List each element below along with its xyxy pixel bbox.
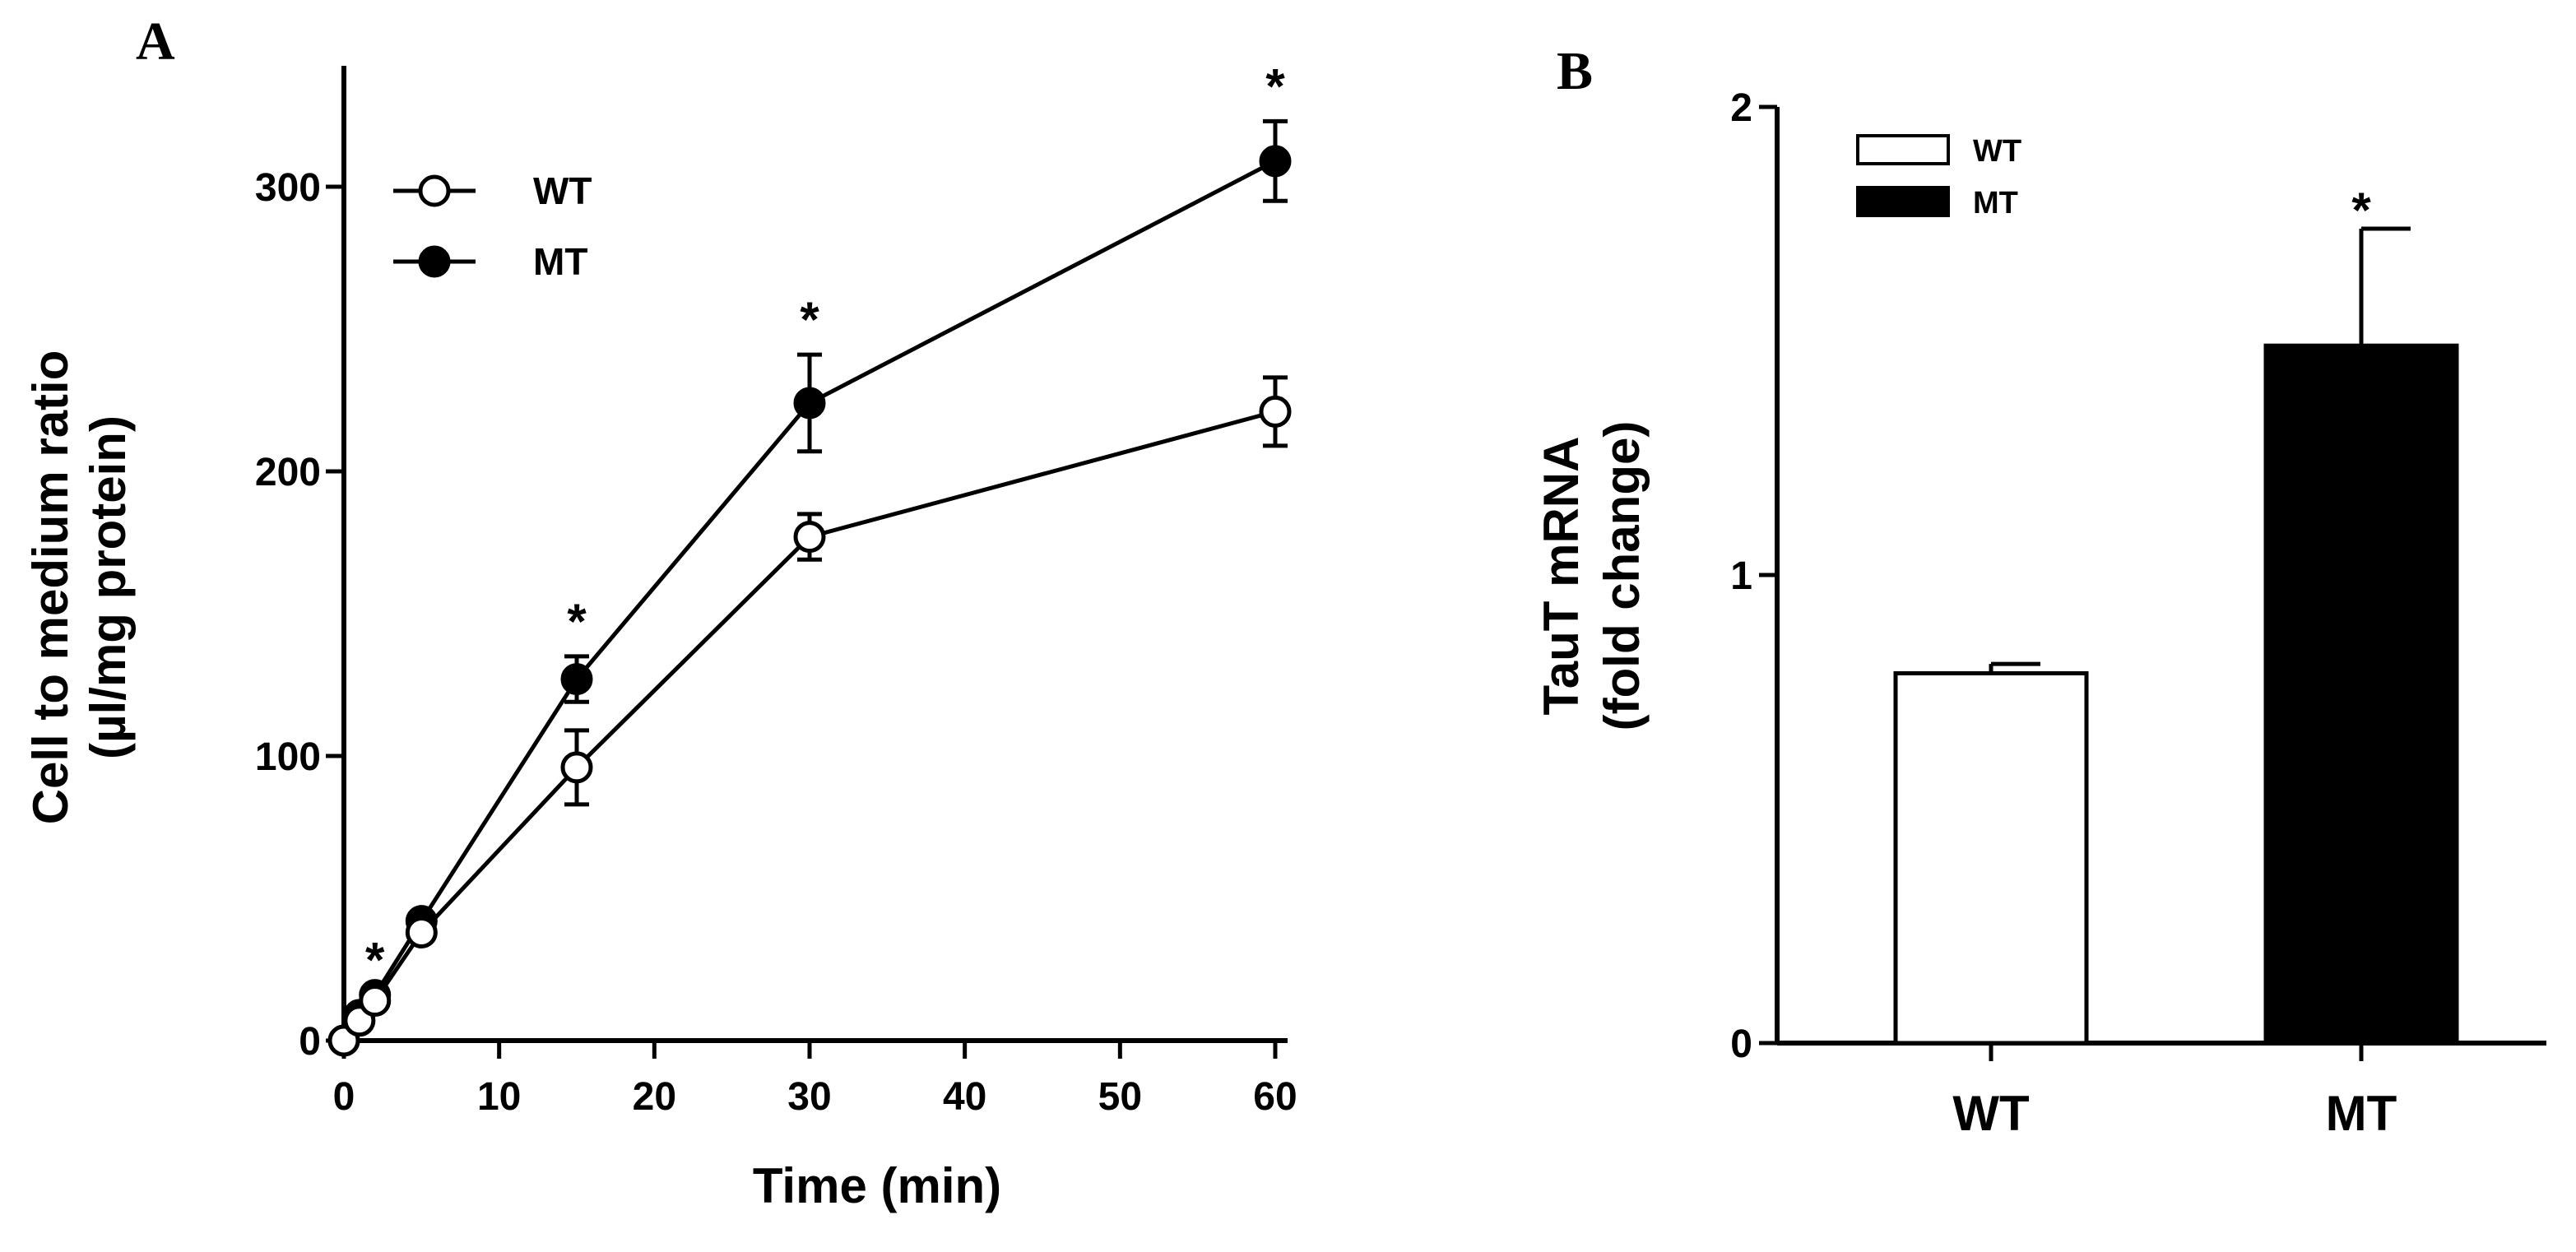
panel-a-y-title-line1: Cell to medium ratio xyxy=(23,350,78,825)
series-wt-point xyxy=(1259,395,1292,428)
panel-b-y-title-line1: TauT mRNA xyxy=(1534,437,1589,716)
y-tick-label: 200 xyxy=(255,451,321,494)
y-tick-label: 0 xyxy=(299,1020,321,1064)
y-tick-label: 1 xyxy=(1730,554,1752,598)
x-tick-label: 60 xyxy=(1253,1075,1297,1119)
series-mt-point xyxy=(793,387,826,420)
panel-a-y-title-line2: (µl/mg protein) xyxy=(81,415,136,759)
legend-mt-label: MT xyxy=(533,240,587,283)
series-wt-point xyxy=(405,916,438,949)
legend-wt-label: WT xyxy=(533,169,592,212)
significance-asterisk: * xyxy=(1265,58,1285,114)
significance-asterisk: * xyxy=(567,594,587,649)
x-tick-label: 40 xyxy=(943,1075,986,1119)
bar-wt xyxy=(1893,670,2089,1046)
legend-wt-swatch xyxy=(1856,134,1950,165)
panel-a-line-chart: A 0 100 200 300 0 10 20 30 40 50 60 Cell to mediu… xyxy=(23,12,1297,1213)
panel-a-x-title: Time (min) xyxy=(753,1158,1001,1213)
legend-wt-open-circle-marker xyxy=(418,174,451,207)
panel-a-significance-marks: * * * * xyxy=(365,58,1285,987)
panel-b-y-ticks: 0 1 2 xyxy=(1730,86,1777,1066)
series-mt-point xyxy=(1259,145,1292,178)
y-tick-label: 300 xyxy=(255,166,321,210)
legend-mt-label: MT xyxy=(1973,186,2018,220)
panel-b-label: B xyxy=(1557,41,1593,101)
significance-asterisk: * xyxy=(800,292,819,347)
panel-a-y-ticks: 0 100 200 300 xyxy=(255,166,344,1064)
x-tick-label: 30 xyxy=(787,1075,831,1119)
legend-wt-label: WT xyxy=(1973,134,2021,169)
significance-asterisk: * xyxy=(365,933,385,988)
panel-a-x-ticks: 0 10 20 30 40 50 60 xyxy=(333,1041,1297,1119)
series-wt-point xyxy=(560,751,593,784)
legend-mt-filled-circle-marker xyxy=(418,245,451,278)
y-tick-label: 2 xyxy=(1730,86,1752,130)
y-tick-label: 100 xyxy=(255,735,321,779)
panel-b-y-title-line2: (fold change) xyxy=(1594,421,1650,731)
x-category-label: MT xyxy=(2326,1086,2397,1141)
panel-b-bar-chart: B 0 1 2 TauT mRNA (fold change) WT MT WT MT… xyxy=(1534,41,2546,1141)
bar-mt xyxy=(2263,343,2459,1046)
x-tick-label: 20 xyxy=(633,1075,676,1119)
series-wt-point xyxy=(359,985,392,1018)
x-tick-label: 10 xyxy=(477,1075,521,1119)
panel-a-series xyxy=(327,118,1292,1057)
panel-b-bars: WT MT * xyxy=(1893,183,2459,1141)
significance-asterisk: * xyxy=(2351,183,2371,238)
series-mt-point xyxy=(560,663,593,696)
series-wt-line xyxy=(342,409,1276,1042)
series-wt-point xyxy=(793,521,826,554)
x-category-label: WT xyxy=(1952,1086,2029,1141)
panel-a-label: A xyxy=(136,12,175,72)
legend-mt-swatch xyxy=(1856,186,1950,217)
panel-a-legend: WT MT xyxy=(393,169,592,283)
x-tick-label: 0 xyxy=(333,1075,355,1119)
panel-b-legend: WT MT xyxy=(1856,134,2021,220)
x-tick-label: 50 xyxy=(1098,1075,1142,1119)
y-tick-label: 0 xyxy=(1730,1022,1752,1066)
